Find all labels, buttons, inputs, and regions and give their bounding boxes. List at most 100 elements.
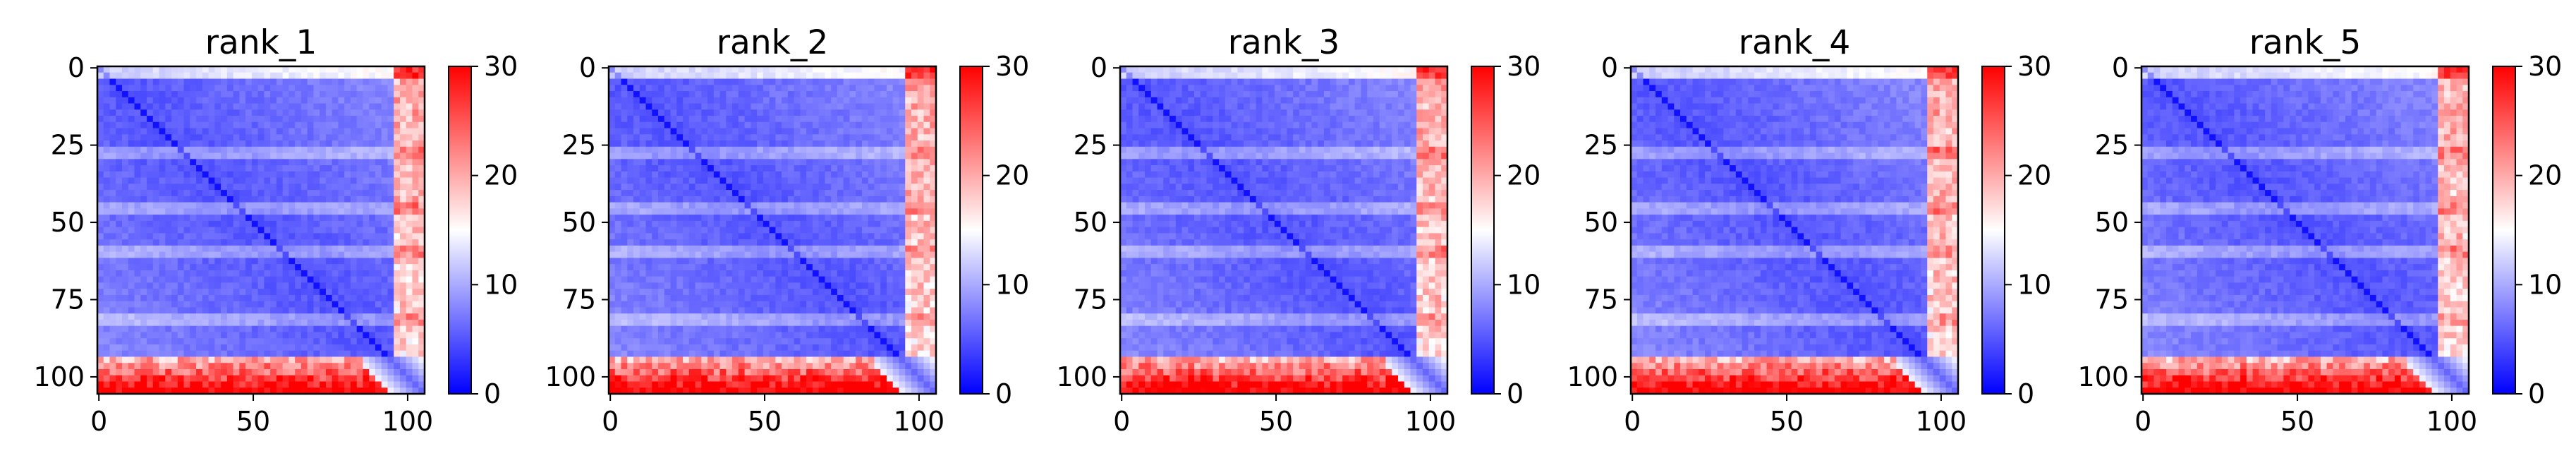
heatmap-cell [326, 381, 332, 387]
heatmap-cell [338, 246, 344, 252]
heatmap-cell [615, 172, 621, 178]
heatmap-cell [332, 270, 339, 277]
heatmap-cell [277, 277, 283, 283]
heatmap-cell [308, 159, 314, 165]
heatmap-cell [837, 258, 844, 264]
heatmap-cell [806, 233, 813, 239]
heatmap-cell [394, 79, 400, 85]
heatmap-cell [676, 252, 683, 258]
heatmap-cell [110, 289, 116, 295]
heatmap-cell [849, 233, 856, 239]
heatmap-cell [893, 172, 899, 178]
heatmap-cell [375, 140, 382, 147]
heatmap-cell [640, 227, 646, 234]
heatmap-cell [406, 233, 413, 239]
heatmap-cell [382, 116, 388, 122]
heatmap-cell [239, 172, 245, 178]
heatmap-cell [382, 239, 388, 246]
heatmap-cell [640, 79, 646, 85]
heatmap-cell [899, 66, 905, 73]
heatmap-cell [153, 66, 159, 73]
heatmap-cell [171, 221, 178, 227]
heatmap-cell [97, 351, 104, 357]
heatmap-cell [794, 91, 801, 97]
heatmap-cell [128, 381, 135, 387]
heatmap-cell [671, 79, 677, 85]
heatmap-cell [332, 246, 339, 252]
heatmap-cell [357, 147, 363, 153]
heatmap-cell [320, 301, 326, 308]
heatmap-cell [338, 165, 344, 172]
heatmap-cell [184, 307, 190, 313]
heatmap-cell [116, 91, 122, 97]
heatmap-cell [763, 239, 770, 246]
heatmap-cell [135, 277, 141, 283]
heatmap-cell [862, 215, 868, 221]
heatmap-cell [128, 307, 135, 313]
heatmap-cell [763, 104, 770, 110]
heatmap-cell [671, 301, 677, 308]
heatmap-cell [135, 338, 141, 344]
heatmap-cell [609, 116, 615, 122]
heatmap-cell [196, 351, 202, 357]
heatmap-cell [899, 289, 905, 295]
heatmap-cell [301, 277, 308, 283]
heatmap-cell [800, 239, 806, 246]
heatmap-cell [701, 277, 707, 283]
heatmap-cell [880, 128, 887, 135]
heatmap-cell [252, 147, 258, 153]
heatmap-cell [288, 277, 295, 283]
heatmap-cell [320, 289, 326, 295]
heatmap-cell [382, 363, 388, 369]
heatmap-cell [911, 215, 918, 221]
heatmap-cell [923, 215, 930, 221]
heatmap-cell [159, 203, 166, 209]
heatmap-cell [837, 165, 844, 172]
heatmap-cell [270, 307, 277, 313]
heatmap-cell [283, 320, 289, 326]
heatmap-cell [394, 301, 400, 308]
heatmap-cell [382, 344, 388, 351]
heatmap-cell [382, 246, 388, 252]
heatmap-cell [375, 332, 382, 338]
heatmap-cell [363, 227, 369, 234]
heatmap-cell [745, 270, 751, 277]
heatmap-cell [301, 381, 308, 387]
heatmap-cell [646, 295, 652, 301]
heatmap-cell [245, 375, 252, 382]
heatmap-cell [739, 233, 745, 239]
heatmap-cell [923, 196, 930, 203]
heatmap-cell [658, 208, 664, 215]
heatmap-cell [171, 307, 178, 313]
heatmap-cell [122, 208, 128, 215]
heatmap-cell [295, 159, 301, 165]
heatmap-cell [918, 196, 924, 203]
heatmap-cell [128, 363, 135, 369]
heatmap-cell [159, 301, 166, 308]
heatmap-cell [283, 369, 289, 375]
heatmap-cell [794, 270, 801, 277]
heatmap-cell [357, 320, 363, 326]
heatmap-cell [147, 97, 153, 104]
heatmap-cell [351, 140, 357, 147]
heatmap-cell [351, 153, 357, 160]
heatmap-cell [658, 215, 664, 221]
heatmap-cell [295, 326, 301, 332]
heatmap-cell [344, 369, 351, 375]
heatmap-cell [171, 104, 178, 110]
heatmap-cell [757, 227, 763, 234]
heatmap-cell [116, 159, 122, 165]
heatmap-cell [369, 159, 375, 165]
heatmap-cell [313, 326, 320, 332]
heatmap-cell [689, 252, 695, 258]
heatmap-cell [918, 295, 924, 301]
heatmap-cell [695, 165, 702, 172]
heatmap-cell [633, 178, 640, 184]
heatmap-cell [707, 85, 714, 91]
heatmap-cell [794, 190, 801, 196]
heatmap-cell [165, 289, 171, 295]
heatmap-cell [110, 208, 116, 215]
heatmap-cell [714, 147, 720, 153]
heatmap-cell [277, 252, 283, 258]
heatmap-cell [739, 203, 745, 209]
